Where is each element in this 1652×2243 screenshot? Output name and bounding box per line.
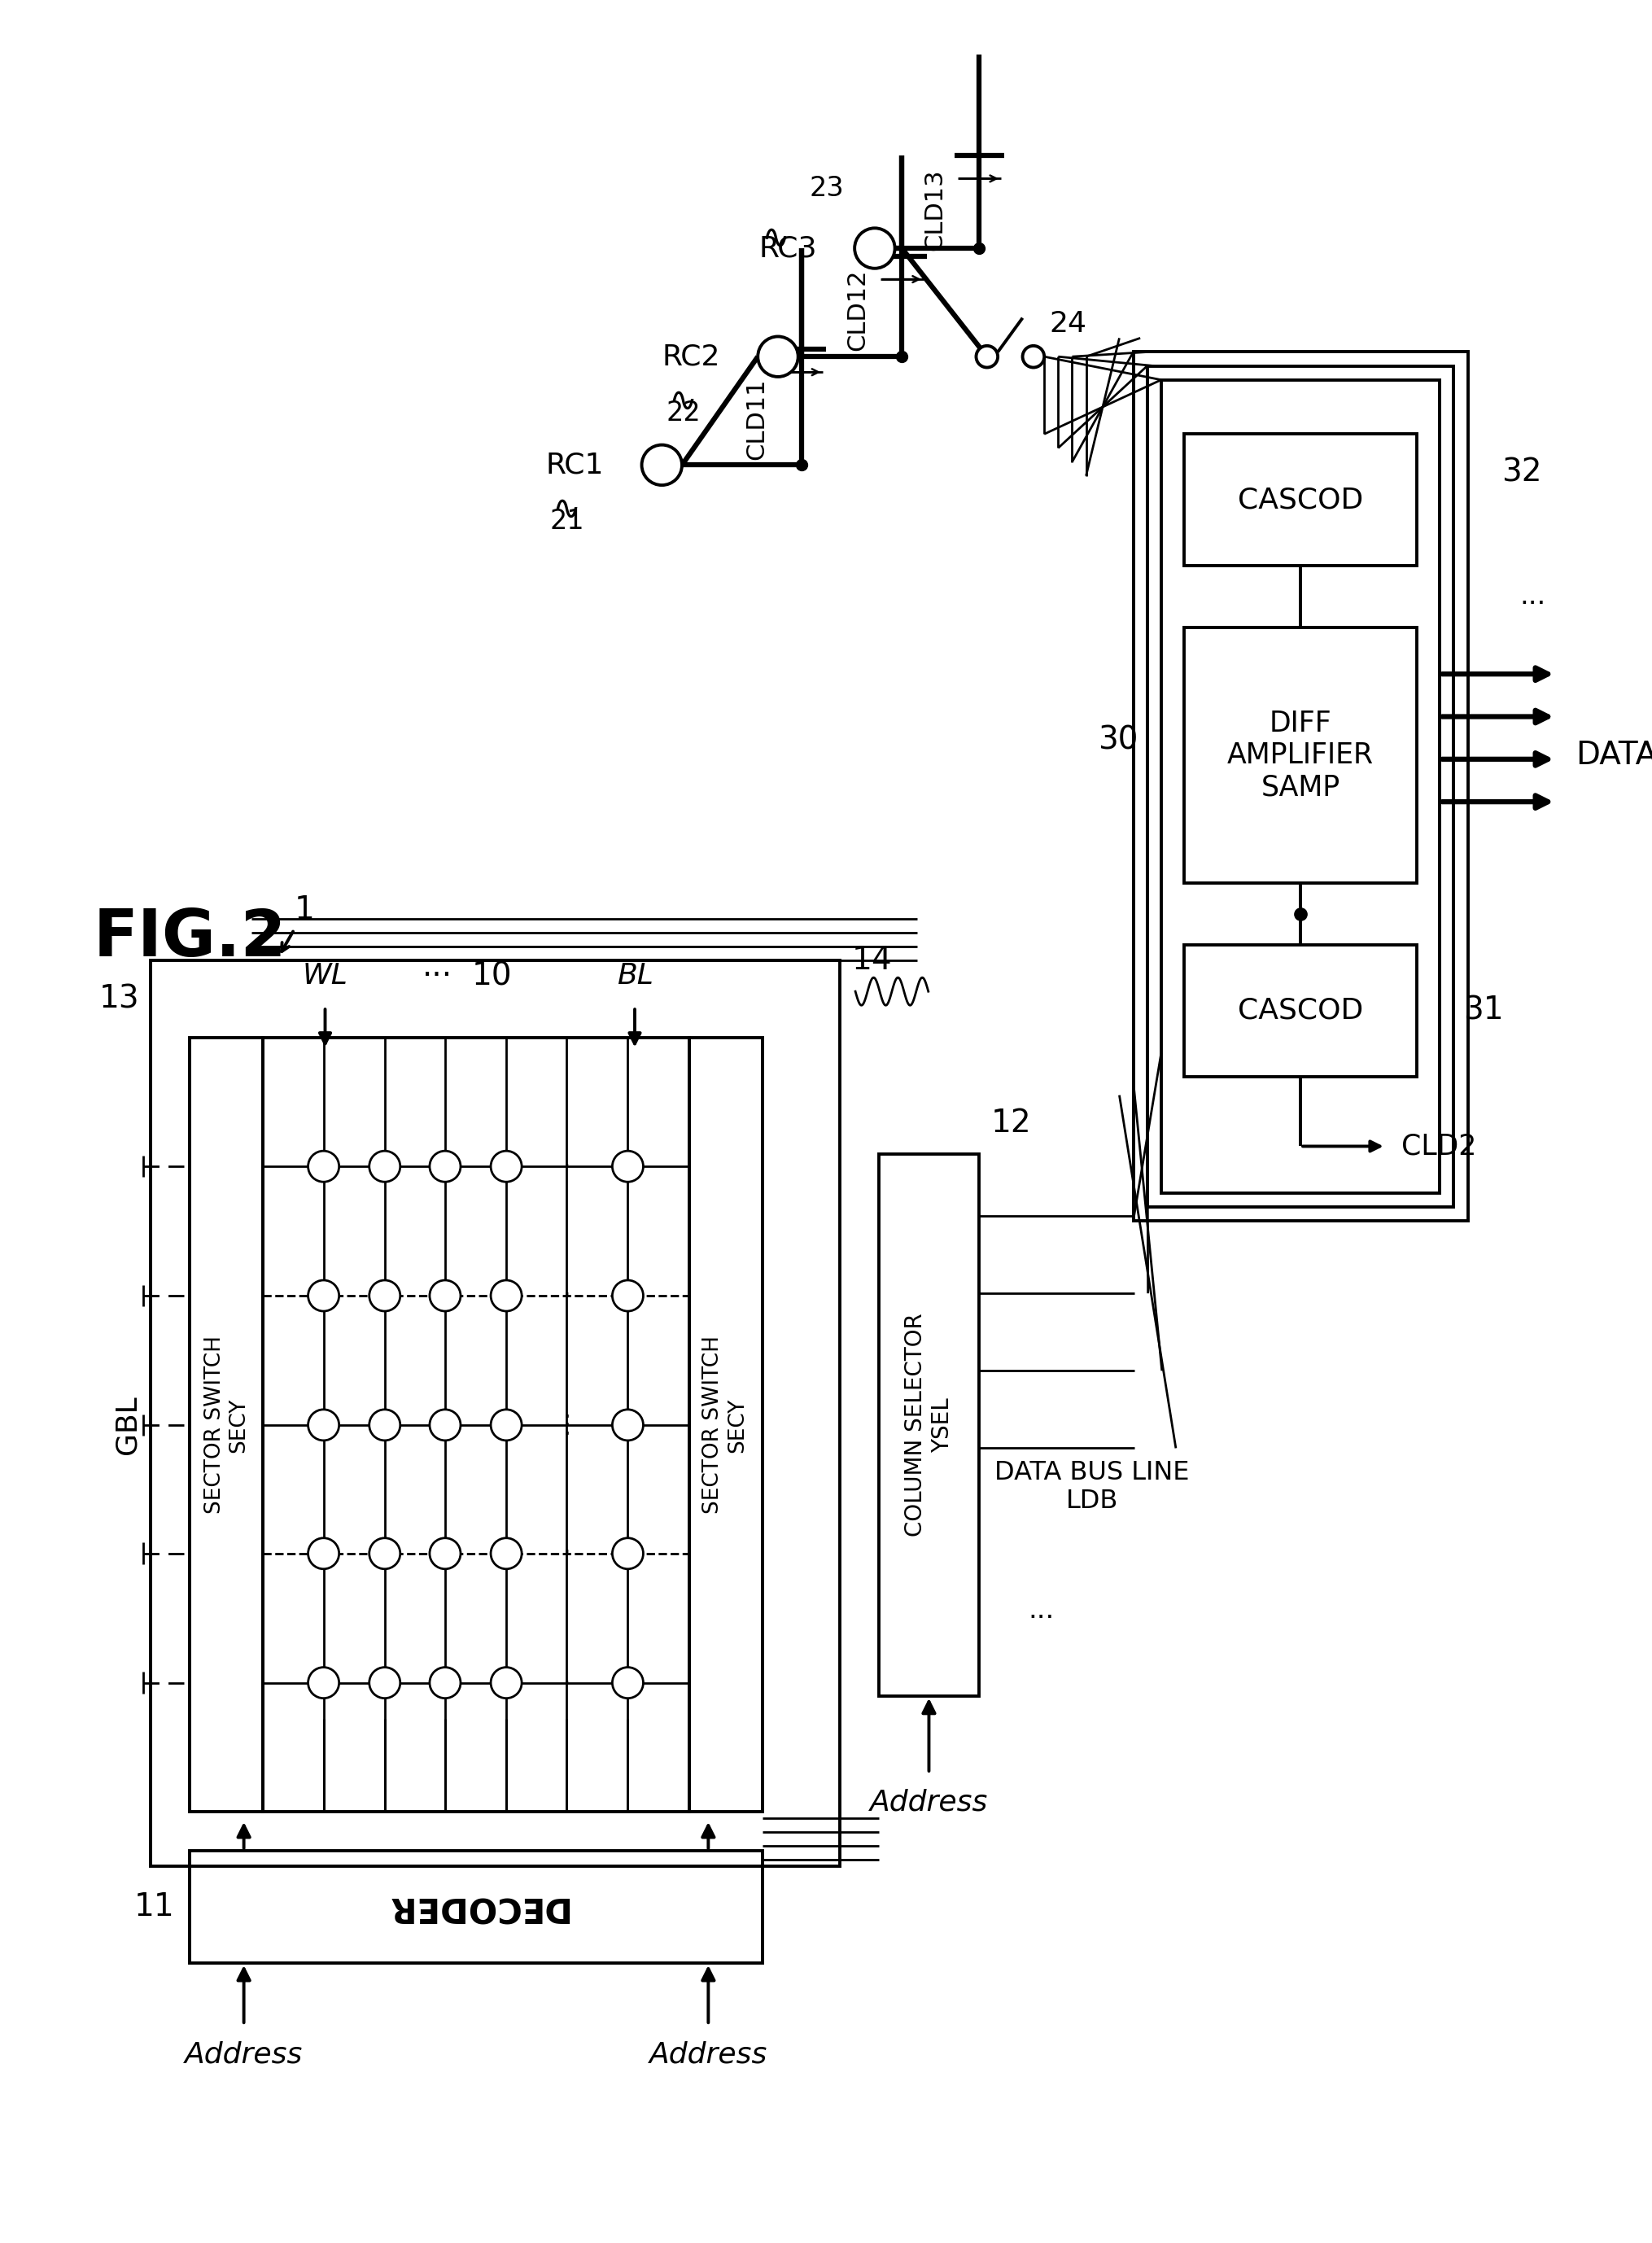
Circle shape (758, 336, 798, 377)
Text: ·: · (563, 1673, 570, 1693)
Circle shape (430, 1667, 461, 1698)
Circle shape (370, 1539, 400, 1568)
Circle shape (854, 229, 895, 269)
Text: 13: 13 (99, 985, 139, 1014)
Text: 1: 1 (294, 895, 314, 926)
Text: CLD12: CLD12 (846, 269, 869, 352)
Bar (150, 960, 839, 1866)
Text: 11: 11 (134, 1891, 173, 1922)
Text: CLD2: CLD2 (1401, 1133, 1477, 1160)
Text: 23: 23 (809, 175, 844, 202)
Circle shape (307, 1281, 339, 1312)
Circle shape (613, 1281, 643, 1312)
Circle shape (491, 1667, 522, 1698)
Text: 32: 32 (1502, 458, 1541, 489)
Text: ·: · (563, 1157, 570, 1175)
Text: COLUMN SELECTOR
YSEL: COLUMN SELECTOR YSEL (904, 1312, 953, 1536)
Circle shape (613, 1409, 643, 1440)
Text: ·: · (563, 1283, 570, 1308)
Circle shape (613, 1667, 643, 1698)
Bar (190, 1850, 763, 1963)
Bar (1184, 628, 1417, 884)
Bar (1146, 366, 1454, 1207)
Text: CASCOD: CASCOD (1237, 996, 1363, 1025)
Circle shape (370, 1281, 400, 1312)
Text: ⋮: ⋮ (553, 1413, 580, 1438)
Text: ∿: ∿ (552, 491, 580, 527)
Text: CASCOD: CASCOD (1237, 487, 1363, 514)
Text: SECTOR SWITCH
SECY: SECTOR SWITCH SECY (205, 1337, 249, 1514)
Text: 12: 12 (991, 1108, 1031, 1139)
Text: Address: Address (185, 2041, 302, 2068)
Text: 22: 22 (666, 399, 700, 426)
Circle shape (491, 1281, 522, 1312)
Circle shape (307, 1409, 339, 1440)
Text: CLD11: CLD11 (745, 377, 768, 460)
Circle shape (370, 1667, 400, 1698)
Text: 30: 30 (1097, 724, 1138, 756)
Text: GBL: GBL (114, 1395, 142, 1453)
Text: RC3: RC3 (758, 236, 816, 262)
Circle shape (430, 1539, 461, 1568)
Bar (1133, 352, 1467, 1220)
Circle shape (1023, 345, 1044, 368)
Text: FIG.2: FIG.2 (93, 906, 286, 969)
Text: DATA BUS LINE
LDB: DATA BUS LINE LDB (995, 1460, 1189, 1514)
Text: 10: 10 (471, 960, 512, 991)
Circle shape (307, 1539, 339, 1568)
Text: DATA: DATA (1576, 740, 1652, 772)
Bar (879, 1153, 980, 1696)
Circle shape (370, 1409, 400, 1440)
Bar (1184, 435, 1417, 565)
Text: ∿: ∿ (762, 222, 790, 256)
Text: ·: · (563, 1541, 570, 1566)
Circle shape (430, 1281, 461, 1312)
Bar (689, 1039, 763, 1812)
Circle shape (491, 1151, 522, 1182)
Circle shape (307, 1667, 339, 1698)
Bar (1161, 379, 1441, 1193)
Text: 24: 24 (1049, 310, 1087, 339)
Text: ···: ··· (423, 960, 453, 991)
Circle shape (976, 345, 998, 368)
Text: 31: 31 (1464, 996, 1503, 1027)
Circle shape (491, 1539, 522, 1568)
Circle shape (307, 1151, 339, 1182)
Circle shape (613, 1539, 643, 1568)
Circle shape (430, 1409, 461, 1440)
Circle shape (430, 1151, 461, 1182)
Text: 21: 21 (550, 507, 585, 534)
Circle shape (613, 1151, 643, 1182)
Bar (263, 1039, 689, 1812)
Text: ···: ··· (1028, 1606, 1054, 1633)
Text: ···: ··· (1520, 590, 1546, 617)
Text: RC1: RC1 (545, 451, 603, 478)
Text: Address: Address (869, 1790, 988, 1817)
Circle shape (641, 444, 682, 484)
Text: CLD13: CLD13 (923, 168, 947, 251)
Text: DECODER: DECODER (385, 1889, 567, 1924)
Text: 14: 14 (851, 944, 892, 976)
Text: ∿: ∿ (669, 384, 697, 417)
Circle shape (491, 1409, 522, 1440)
Text: SECTOR SWITCH
SECY: SECTOR SWITCH SECY (702, 1337, 748, 1514)
Bar (1184, 944, 1417, 1077)
Bar (190, 1039, 263, 1812)
Text: BL: BL (616, 962, 653, 989)
Text: WL: WL (302, 962, 349, 989)
Text: Address: Address (649, 2041, 768, 2068)
Text: DIFF
AMPLIFIER
SAMP: DIFF AMPLIFIER SAMP (1227, 709, 1374, 801)
Circle shape (370, 1151, 400, 1182)
Text: RC2: RC2 (662, 343, 720, 370)
